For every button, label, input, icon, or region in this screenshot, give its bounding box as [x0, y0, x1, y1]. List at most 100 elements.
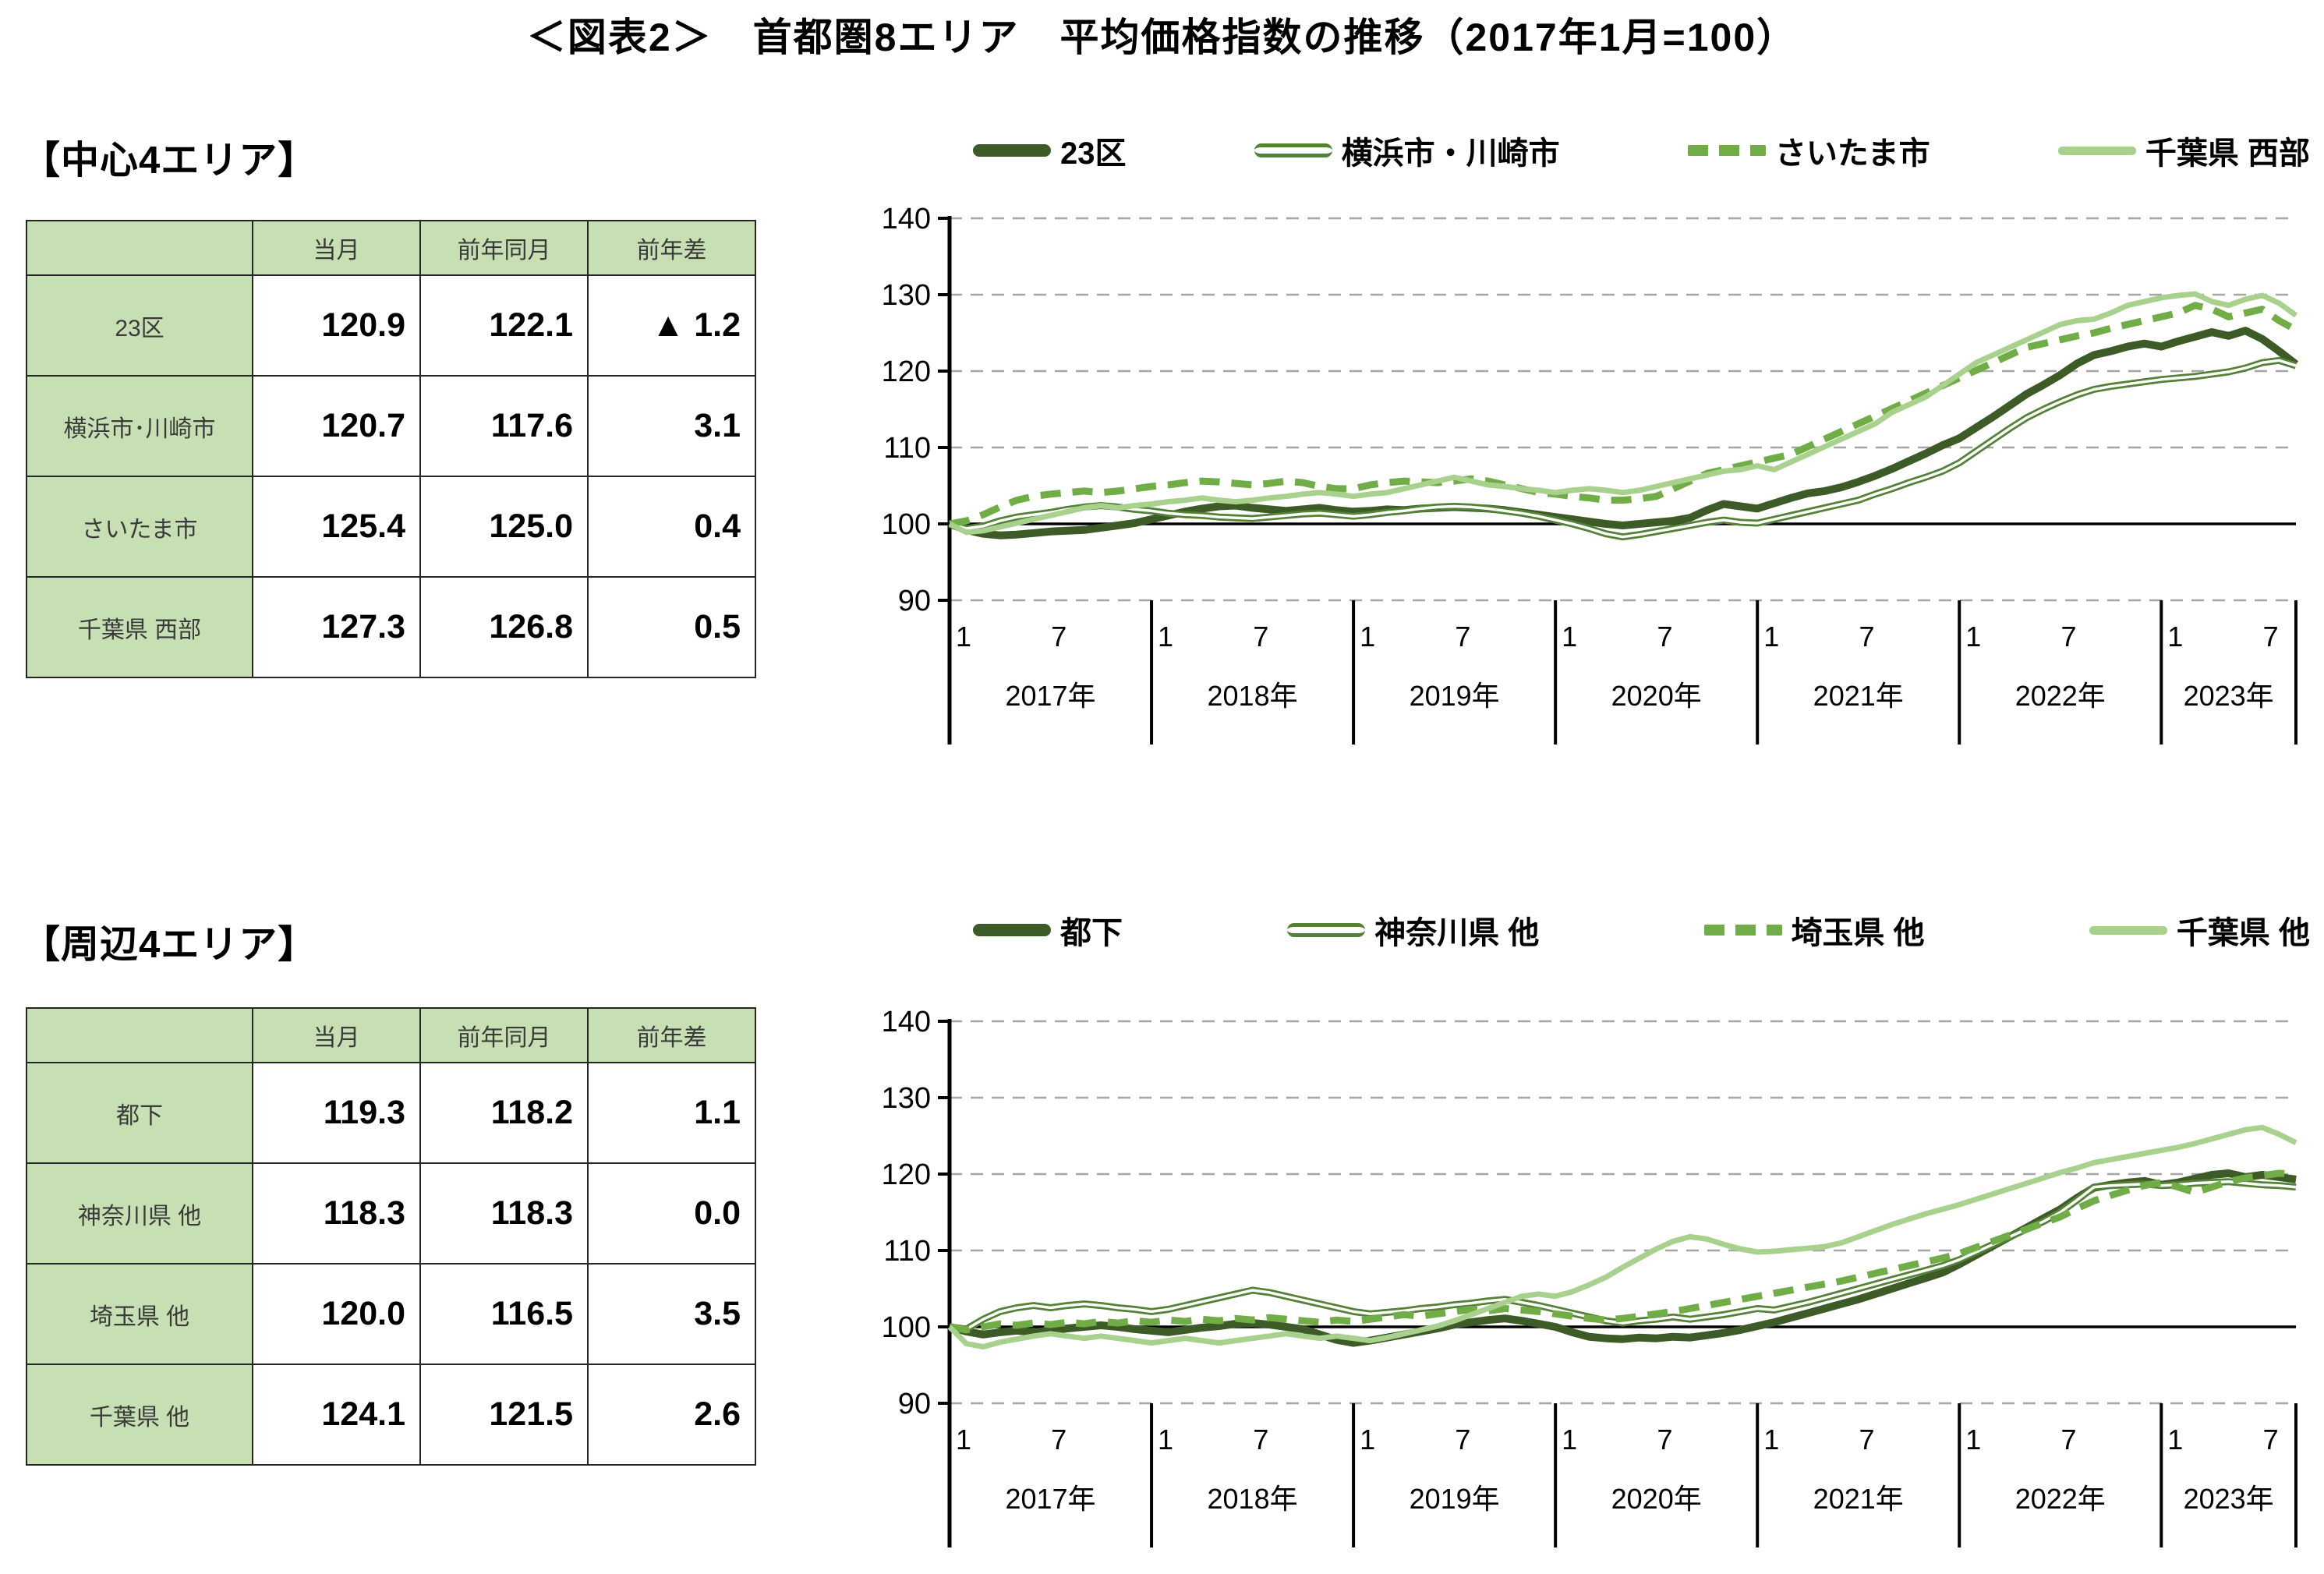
- table-row: 神奈川県 他 118.3 118.3 0.0: [26, 1162, 756, 1265]
- section-heading-peripheral: 【周辺4エリア】: [22, 924, 317, 966]
- year-label: 2019年: [1410, 680, 1500, 712]
- year-label: 2021年: [1813, 1483, 1904, 1515]
- series-line-千葉県 西部: [948, 291, 2298, 536]
- month-tick-label: 1: [1965, 1424, 1981, 1456]
- area-label: 横浜市･川崎市: [26, 375, 253, 477]
- month-tick-label: 7: [1657, 1424, 1672, 1456]
- legend-swatch-dashed-icon: [1703, 925, 1782, 936]
- y-axis-label: 100: [882, 1311, 931, 1344]
- table-row: 23区 120.9 122.1 ▲ 1.2: [26, 274, 756, 377]
- y-axis-label: 90: [898, 585, 931, 617]
- y-axis-label: 130: [882, 279, 931, 312]
- month-tick-label: 7: [1455, 621, 1470, 653]
- current-month-value: 127.3: [252, 576, 421, 678]
- column-header: 当月: [252, 1007, 421, 1063]
- month-tick-label: 7: [1253, 621, 1268, 653]
- column-header: 前年同月: [419, 1007, 589, 1063]
- column-header: 当月: [252, 220, 421, 276]
- year-label: 2020年: [1611, 1483, 1702, 1515]
- legend-item: 埼玉県 他: [1703, 907, 1925, 953]
- y-axis-label: 90: [898, 1388, 931, 1420]
- prev-year-month-value: 118.3: [419, 1162, 589, 1265]
- legend-label: 千葉県 他: [2176, 916, 2310, 950]
- peripheral-area-table: 当月 前年同月 前年差 都下 119.3 118.2 1.1 神奈川県 他 118.3 118.3…: [26, 1007, 756, 1466]
- month-tick-label: 1: [1965, 621, 1981, 653]
- legend-item: 千葉県 他: [2089, 907, 2310, 953]
- prev-year-month-value: 125.0: [419, 476, 589, 578]
- month-tick-label: 7: [2263, 1424, 2279, 1456]
- month-tick-label: 1: [1763, 621, 1779, 653]
- prev-year-month-value: 118.2: [419, 1062, 589, 1164]
- year-label: 2023年: [2184, 680, 2274, 712]
- year-label: 2020年: [1611, 680, 1702, 712]
- y-axis-label: 130: [882, 1082, 931, 1115]
- table-row: 千葉県 他 124.1 121.5 2.6: [26, 1364, 756, 1466]
- legend-item: 神奈川県 他: [1287, 907, 1539, 953]
- year-label: 2018年: [1208, 680, 1298, 712]
- table-header-row: 当月 前年同月 前年差: [26, 220, 756, 276]
- column-header: 前年同月: [419, 220, 589, 276]
- table-row: 都下 119.3 118.2 1.1: [26, 1062, 756, 1164]
- month-tick-label: 1: [1562, 1424, 1577, 1456]
- yoy-diff-value: ▲ 1.2: [587, 274, 756, 377]
- column-header: 前年差: [587, 1007, 756, 1063]
- y-axis-label: 140: [882, 203, 931, 235]
- table-row: さいたま市 125.4 125.0 0.4: [26, 476, 756, 578]
- area-label: 千葉県 西部: [26, 576, 253, 678]
- month-tick-label: 1: [1763, 1424, 1779, 1456]
- current-month-value: 120.0: [252, 1263, 421, 1365]
- yoy-diff-value: 0.5: [587, 576, 756, 678]
- year-label: 2021年: [1813, 680, 1904, 712]
- legend-label: 横浜市・川崎市: [1341, 136, 1560, 171]
- month-tick-label: 1: [1562, 621, 1577, 653]
- page-title: ＜図表2＞ 首都圏8エリア 平均価格指数の推移（2017年1月=100）: [526, 16, 1798, 59]
- current-month-value: 120.9: [252, 274, 421, 377]
- column-header: 前年差: [587, 220, 756, 276]
- year-label: 2022年: [2015, 1483, 2106, 1515]
- chart-legend: 都下 神奈川県 他 埼玉県 他 千葉県 他: [973, 906, 2310, 954]
- legend-item: 横浜市・川崎市: [1254, 128, 1560, 173]
- year-label: 2022年: [2015, 680, 2106, 712]
- month-tick-label: 7: [1859, 621, 1875, 653]
- legend-label: 神奈川県 他: [1374, 916, 1540, 950]
- yoy-diff-value: 0.0: [587, 1162, 756, 1265]
- legend-label: 23区: [1060, 136, 1127, 171]
- central-area-chart: 23区 横浜市・川崎市 さいたま市 千葉県 西部 90 100 110 120 130 140 1…: [842, 117, 2324, 819]
- legend-item: 都下: [973, 907, 1123, 953]
- month-tick-label: 7: [1051, 621, 1066, 653]
- yoy-diff-value: 0.4: [587, 476, 756, 578]
- month-tick-label: 7: [2061, 1424, 2077, 1456]
- price-index-plot: 90 100 110 120 130 140 1 7 2017年 1 7 2018年 1 7 2019年 1 7…: [882, 1006, 2297, 1547]
- month-tick-label: 7: [1253, 1424, 1268, 1456]
- legend-item: さいたま市: [1687, 128, 1930, 173]
- y-axis-label: 140: [882, 1006, 931, 1038]
- prev-year-month-value: 122.1: [419, 274, 589, 377]
- current-month-value: 125.4: [252, 476, 421, 578]
- yoy-diff-value: 1.1: [587, 1062, 756, 1164]
- month-tick-label: 1: [2167, 621, 2183, 653]
- year-label: 2023年: [2184, 1483, 2274, 1515]
- month-tick-label: 7: [2263, 621, 2279, 653]
- section-heading-central: 【中心4エリア】: [22, 140, 317, 182]
- month-tick-label: 1: [1360, 1424, 1375, 1456]
- legend-label: さいたま市: [1774, 136, 1930, 171]
- prev-year-month-value: 126.8: [419, 576, 589, 678]
- year-label: 2017年: [1005, 680, 1095, 712]
- legend-swatch-dashed-icon: [1687, 145, 1766, 156]
- prev-year-month-value: 121.5: [419, 1364, 589, 1466]
- month-tick-label: 7: [1859, 1424, 1875, 1456]
- area-label: 埼玉県 他: [26, 1263, 253, 1365]
- prev-year-month-value: 117.6: [419, 375, 589, 477]
- prev-year-month-value: 116.5: [419, 1263, 589, 1365]
- legend-swatch-solid-thick-icon: [973, 924, 1051, 936]
- month-tick-label: 1: [1360, 621, 1375, 653]
- legend-swatch-solid-icon: [2057, 146, 2136, 155]
- legend-item: 千葉県 西部: [2057, 128, 2310, 173]
- month-tick-label: 1: [956, 1424, 971, 1456]
- series-line-さいたま市: [949, 302, 2298, 528]
- legend-label: 埼玉県 他: [1791, 916, 1925, 950]
- y-axis-label: 120: [882, 1158, 931, 1191]
- chart-legend: 23区 横浜市・川崎市 さいたま市 千葉県 西部: [973, 126, 2310, 175]
- series-line-core-横浜市・川崎市: [949, 359, 2297, 539]
